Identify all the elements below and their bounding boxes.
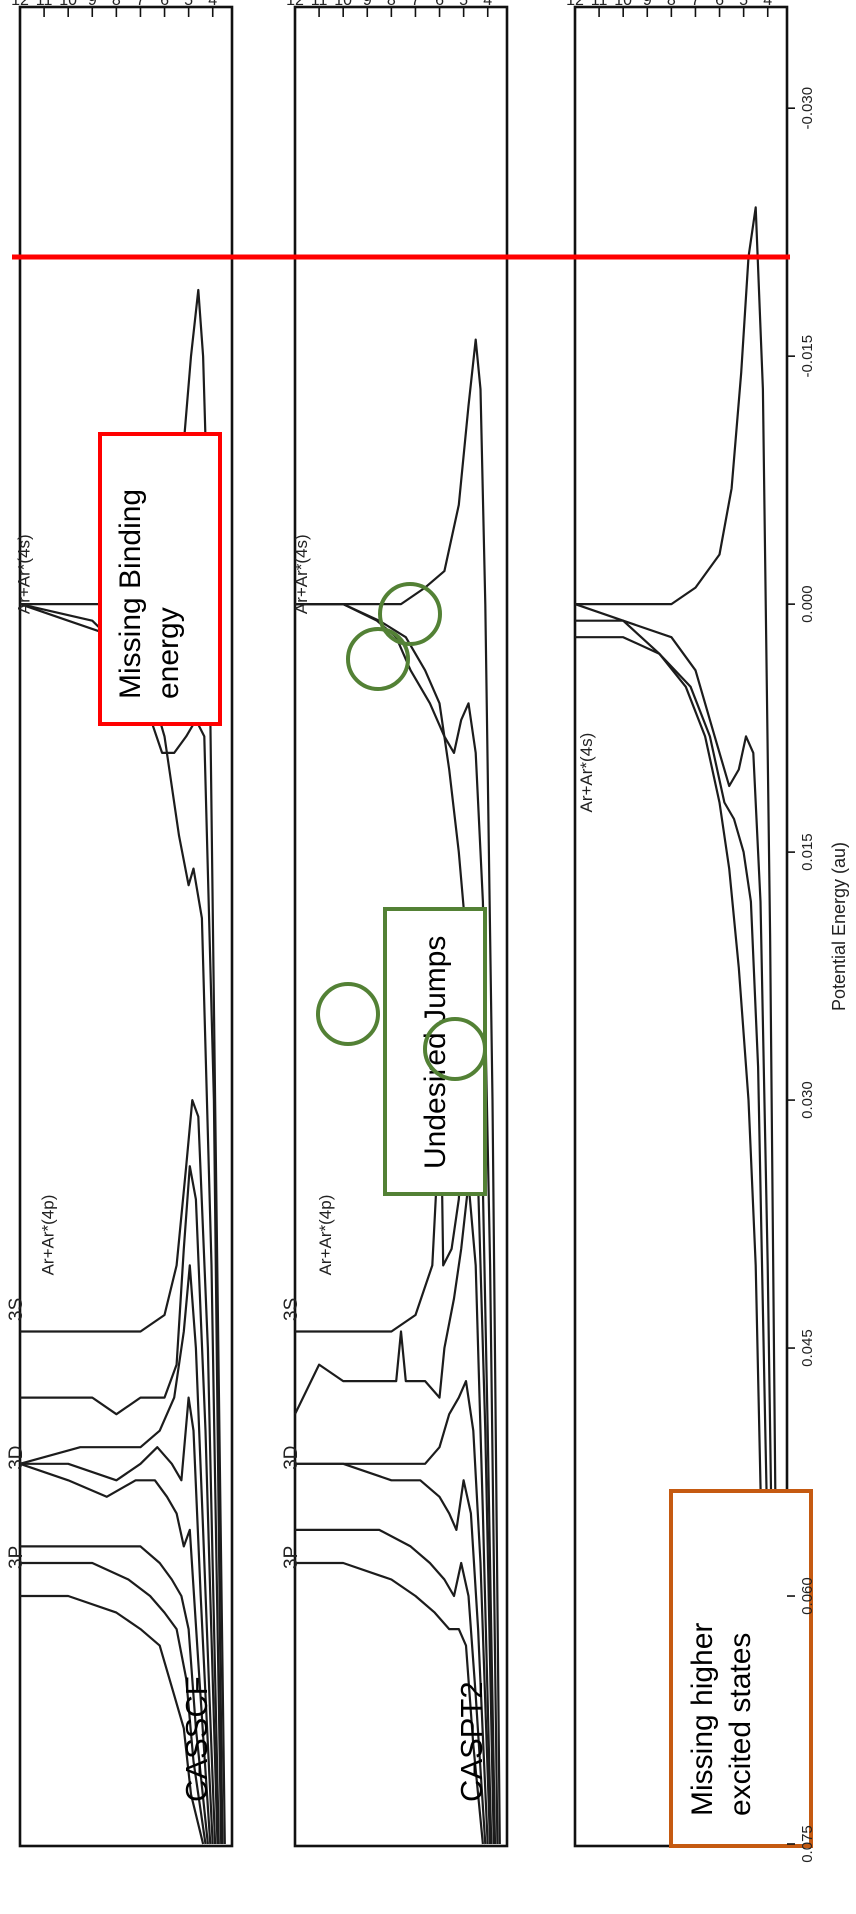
annotation-mrci: Missing higher excited states <box>669 1489 813 1848</box>
jump-marker-circle <box>346 627 410 691</box>
series-line-8 <box>295 1528 487 1845</box>
x-tick-label: 10 <box>614 0 632 9</box>
x-tick-label: 7 <box>136 0 145 9</box>
series-line-4 <box>20 1099 220 1845</box>
x-tick-label: 11 <box>36 0 53 9</box>
x-tick-label: 11 <box>591 0 608 9</box>
x-tick-label: 8 <box>667 0 676 9</box>
x-tick-label: 9 <box>643 0 652 9</box>
x-tick-label: 7 <box>691 0 700 9</box>
asymptote-label: Ar+Ar*(4p) <box>39 1195 58 1276</box>
y-axis: 0.075 0.060 0.045 0.030 0.015 0.000 -0.015 -0.0… <box>787 87 849 1863</box>
state-label: 3S <box>6 1298 27 1321</box>
y-tick-label: 0.075 <box>799 1825 816 1863</box>
x-tick-label: 12 <box>566 0 584 9</box>
annotation-box <box>669 1489 813 1848</box>
annotation-casscf: Missing Binding energy <box>98 432 222 726</box>
state-label: 3D <box>6 1445 27 1469</box>
x-tick-label: 8 <box>112 0 121 9</box>
annotation-text: Missing Binding <box>114 489 147 699</box>
series-line-10 <box>20 1561 207 1845</box>
series-line-3 <box>575 619 775 1845</box>
x-tick-label: 4 <box>763 0 772 9</box>
jump-marker-circle <box>316 982 380 1046</box>
series-line-2 <box>574 603 778 1845</box>
annotation-caspt2: Undesired Jumps <box>383 907 487 1196</box>
x-tick-label: 12 <box>11 0 29 9</box>
panels-layer: 456789101112Inter-nuclear distance (au)C… <box>6 0 813 1848</box>
x-tick-label: 5 <box>459 0 468 9</box>
y-tick-label: 0.015 <box>799 833 816 871</box>
series-line-6 <box>295 1380 492 1845</box>
x-tick-label: 5 <box>739 0 748 9</box>
y-tick-label: 0.030 <box>799 1081 816 1119</box>
y-tick-label: 0.045 <box>799 1329 816 1367</box>
series-line-11 <box>20 1594 205 1845</box>
panel-frame <box>18 5 234 1848</box>
state-label: 3P <box>6 1546 27 1569</box>
asymptote-label: Ar+Ar*(4s) <box>15 534 34 614</box>
series-line-4 <box>575 636 773 1845</box>
x-tick-label: 6 <box>715 0 724 9</box>
state-label: 3D <box>281 1445 302 1469</box>
panel-casscf: 456789101112Inter-nuclear distance (au)C… <box>6 0 234 1848</box>
x-tick-label: 9 <box>363 0 372 9</box>
series-line-1 <box>295 338 501 1845</box>
y-tick-label: -0.030 <box>799 87 816 130</box>
series-line-9 <box>295 1561 484 1845</box>
series-line-8 <box>19 1462 212 1845</box>
x-tick-label: 9 <box>88 0 97 9</box>
series-line-5 <box>20 1165 219 1845</box>
x-tick-label: 11 <box>311 0 328 9</box>
x-tick-label: 12 <box>286 0 304 9</box>
asymptote-label: Ar+Ar*(4p) <box>316 1195 335 1276</box>
jump-marker-circle <box>378 582 442 646</box>
y-axis-label: Potential Energy (au) <box>829 842 849 1011</box>
y-tick-label: -0.015 <box>799 335 816 378</box>
x-tick-label: 10 <box>59 0 77 9</box>
series-line-9 <box>20 1545 209 1845</box>
x-tick-label: 6 <box>435 0 444 9</box>
series-line-7 <box>295 1462 489 1845</box>
y-tick-label: 0.000 <box>799 585 816 623</box>
x-tick-label: 4 <box>208 0 217 9</box>
panel-title: CASPT2 <box>454 1681 489 1802</box>
annotation-text: energy <box>152 607 185 699</box>
y-tick-label: 0.060 <box>799 1577 816 1615</box>
jump-marker-circle <box>423 1017 487 1081</box>
x-tick-label: 10 <box>334 0 352 9</box>
x-tick-label: 8 <box>387 0 396 9</box>
x-tick-label: 4 <box>483 0 492 9</box>
series-line-7 <box>20 1396 214 1845</box>
state-label: 3P <box>281 1546 302 1569</box>
series-line-6 <box>19 1264 217 1845</box>
x-tick-label: 7 <box>411 0 420 9</box>
asymptote-label: Ar+Ar*(4s) <box>292 534 311 614</box>
panel-title: CASSCF <box>179 1676 214 1802</box>
panel-frame <box>293 5 509 1848</box>
x-tick-label: 5 <box>184 0 193 9</box>
x-tick-label: 6 <box>160 0 169 9</box>
annotation-text: excited states <box>724 1633 757 1816</box>
state-label: 3S <box>281 1298 302 1321</box>
annotation-text: Missing higher <box>686 1623 719 1816</box>
series-line-1 <box>575 206 780 1845</box>
series-line-5 <box>294 1181 493 1845</box>
asymptote-label: Ar+Ar*(4s) <box>577 733 596 813</box>
annotation-box <box>98 432 222 726</box>
